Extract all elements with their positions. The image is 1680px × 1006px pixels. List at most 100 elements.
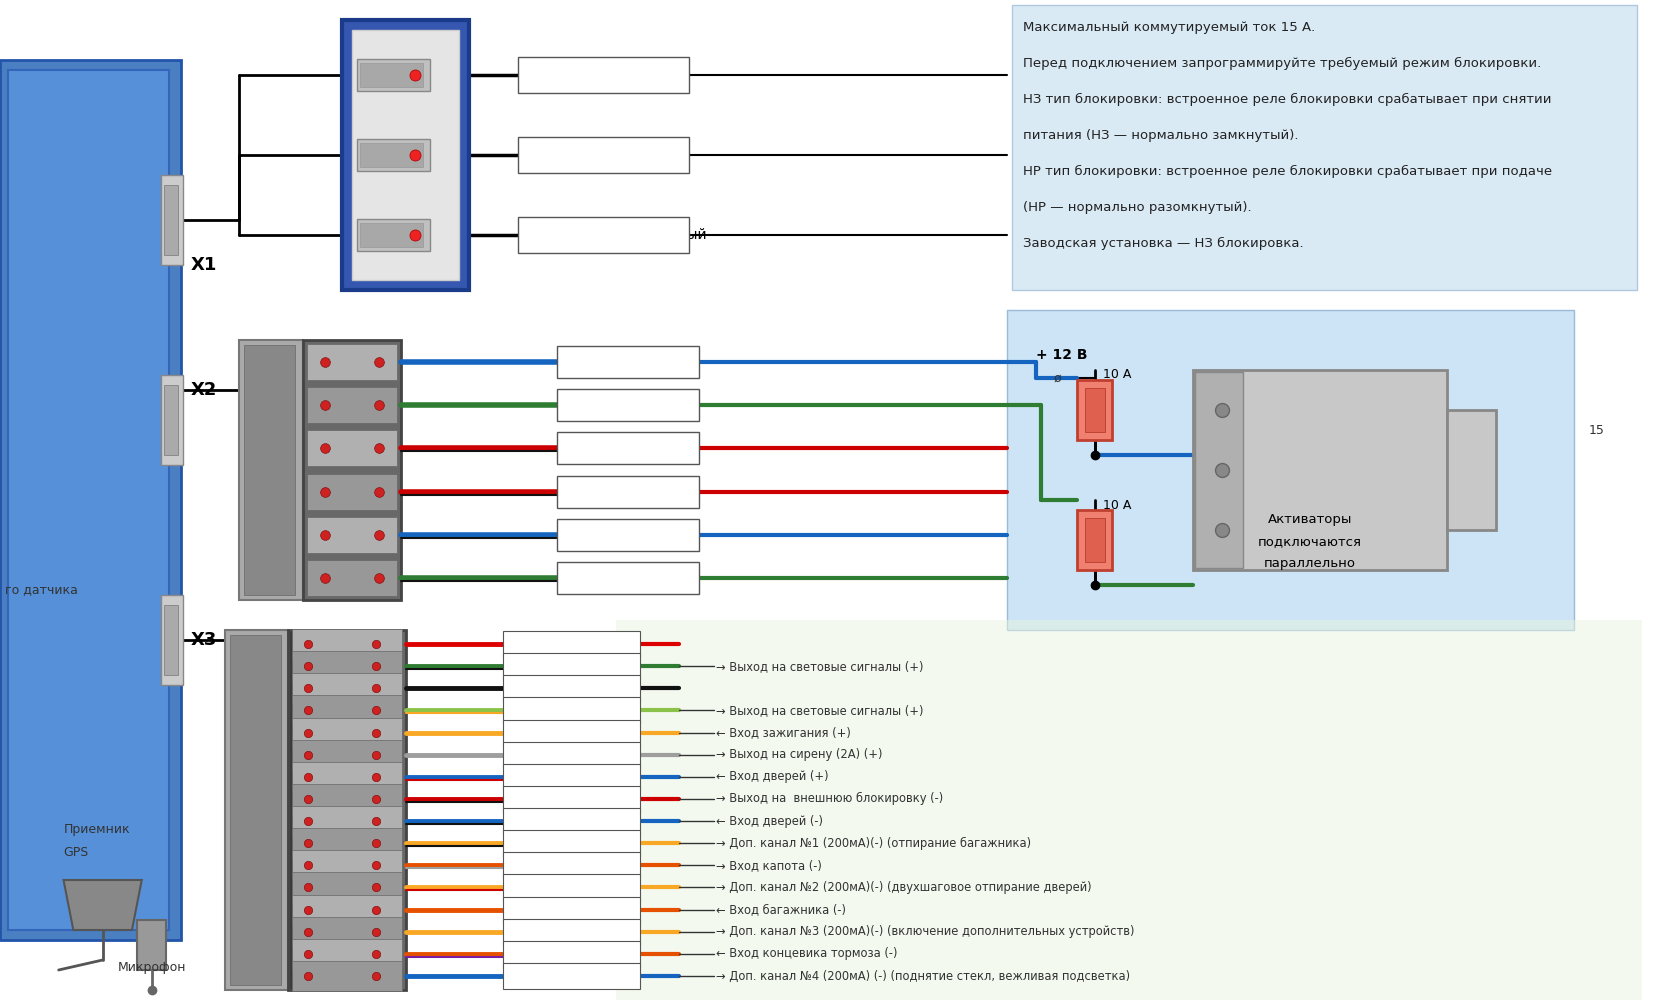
Bar: [239, 340, 302, 600]
Bar: [292, 850, 402, 880]
Text: Активаторы: Активаторы: [1267, 513, 1351, 526]
Text: → Доп. канал №1 (200мА)(-) (отпирание багажника): → Доп. канал №1 (200мА)(-) (отпирание ба…: [716, 837, 1030, 850]
Bar: [502, 896, 640, 923]
Text: ← Вход багажника (-): ← Вход багажника (-): [716, 903, 845, 916]
Bar: [356, 139, 430, 171]
Text: → Выход на  внешнюю блокировку (-): → Выход на внешнюю блокировку (-): [716, 793, 942, 806]
Bar: [502, 830, 640, 856]
Bar: [556, 476, 699, 508]
Text: черно-красный: черно-красный: [507, 793, 605, 806]
Bar: [1006, 310, 1572, 630]
Bar: [292, 739, 402, 770]
Bar: [556, 519, 699, 551]
Bar: [307, 517, 396, 553]
Text: синий: синий: [561, 355, 605, 368]
Bar: [292, 673, 402, 703]
Bar: [556, 562, 699, 594]
Text: го датчика: го датчика: [5, 583, 77, 597]
Bar: [307, 431, 396, 467]
Bar: [230, 635, 281, 985]
Text: GPS: GPS: [64, 845, 89, 858]
Bar: [360, 143, 423, 167]
Bar: [502, 963, 640, 989]
Bar: [556, 389, 699, 422]
Bar: [165, 185, 178, 255]
Bar: [502, 719, 640, 745]
Bar: [1011, 5, 1636, 290]
Bar: [502, 764, 640, 790]
Bar: [292, 762, 402, 792]
Bar: [291, 632, 344, 988]
Text: оранжево-белый: оранжево-белый: [507, 903, 617, 916]
Text: зелено-черный: зелено-черный: [561, 571, 669, 584]
Bar: [225, 630, 289, 990]
Text: Перед подключением запрограммируйте требуемый режим блокировки.: Перед подключением запрограммируйте треб…: [1023, 56, 1541, 69]
Text: общий: общий: [524, 68, 571, 82]
Text: черный: черный: [507, 682, 556, 695]
Bar: [292, 939, 402, 969]
Text: → Выход на световые сигналы (+): → Выход на световые сигналы (+): [716, 660, 922, 673]
Bar: [356, 59, 430, 91]
Bar: [8, 70, 170, 930]
Text: Микрофон: Микрофон: [118, 962, 186, 975]
Bar: [556, 433, 699, 465]
Bar: [502, 941, 640, 967]
Text: сине-красный: сине-красный: [507, 771, 596, 784]
Bar: [292, 872, 402, 902]
Text: → Вход капота (-): → Вход капота (-): [716, 859, 822, 872]
Text: желто-красный: желто-красный: [507, 881, 608, 894]
Text: ← Вход дверей (-): ← Вход дверей (-): [716, 815, 822, 828]
Text: → Доп. канал №3 (200мА)(-) (включение дополнительных устройств): → Доп. канал №3 (200мА)(-) (включение до…: [716, 926, 1134, 939]
Text: серый: серый: [507, 748, 546, 762]
Text: параллельно: параллельно: [1263, 557, 1356, 570]
Text: нормально разомкнутый: нормально разомкнутый: [524, 228, 706, 242]
Text: НР тип блокировки: встроенное реле блокировки срабатывает при подаче: НР тип блокировки: встроенное реле блоки…: [1023, 164, 1552, 177]
Text: НЗ тип блокировки: встроенное реле блокировки срабатывает при снятии: НЗ тип блокировки: встроенное реле блоки…: [1023, 93, 1551, 106]
Text: Заводская установка — НЗ блокировка.: Заводская установка — НЗ блокировка.: [1023, 236, 1304, 249]
Bar: [502, 918, 640, 945]
Text: Приемник: Приемник: [64, 824, 129, 837]
Bar: [502, 786, 640, 812]
Bar: [517, 57, 689, 93]
Bar: [307, 560, 396, 596]
Bar: [351, 30, 459, 280]
Text: 15: 15: [1588, 424, 1603, 437]
Text: подключаются: подключаются: [1257, 535, 1361, 548]
Text: 10 А: 10 А: [1102, 368, 1131, 381]
Bar: [502, 852, 640, 878]
Bar: [615, 620, 1641, 1000]
Bar: [292, 629, 402, 659]
Text: нормально замкнутый: нормально замкнутый: [524, 148, 689, 162]
Text: зелено-желтый: зелено-желтый: [507, 704, 608, 717]
Bar: [165, 385, 178, 455]
Bar: [502, 697, 640, 723]
Bar: [1446, 410, 1495, 530]
Bar: [161, 595, 183, 685]
Bar: [292, 916, 402, 947]
Text: Максимальный коммутируемый ток 15 А.: Максимальный коммутируемый ток 15 А.: [1023, 20, 1315, 33]
Text: → Выход на сирену (2А) (+): → Выход на сирену (2А) (+): [716, 748, 882, 762]
Bar: [360, 63, 423, 87]
Bar: [292, 695, 402, 725]
Text: черно-красный: черно-красный: [561, 442, 669, 455]
Bar: [292, 894, 402, 925]
Text: ← Вход дверей (+): ← Вход дверей (+): [716, 771, 828, 784]
Text: 10 А: 10 А: [1102, 499, 1131, 511]
Bar: [1191, 370, 1446, 570]
Polygon shape: [64, 880, 141, 930]
Bar: [517, 217, 689, 253]
Bar: [289, 630, 405, 990]
Bar: [292, 784, 402, 814]
Text: X3: X3: [190, 631, 217, 649]
Bar: [307, 474, 396, 510]
Bar: [165, 605, 178, 675]
Text: → Доп. канал №2 (200мА)(-) (двухшаговое отпирание дверей): → Доп. канал №2 (200мА)(-) (двухшаговое …: [716, 881, 1090, 894]
Text: + 12 В: + 12 В: [1035, 348, 1087, 362]
Bar: [292, 828, 402, 858]
Text: оранж.-фиолет.: оранж.-фиолет.: [507, 948, 610, 961]
Bar: [1194, 372, 1243, 568]
Bar: [292, 651, 402, 681]
Bar: [161, 375, 183, 465]
Bar: [292, 717, 402, 747]
Text: желто-белый: желто-белый: [507, 926, 593, 939]
